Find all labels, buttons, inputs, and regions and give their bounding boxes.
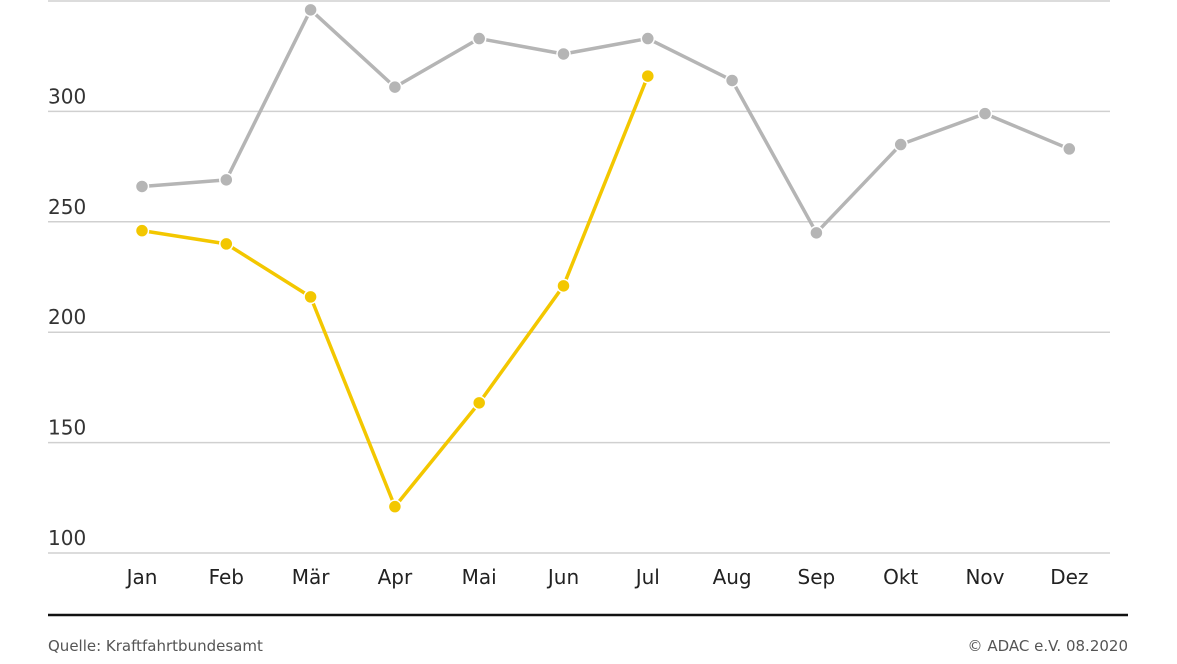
data-point xyxy=(977,106,993,121)
data-point xyxy=(303,2,318,18)
data-point xyxy=(640,68,656,84)
y-tick-label: 150 xyxy=(48,416,86,440)
data-point xyxy=(893,137,908,152)
x-tick-label: Jan xyxy=(125,565,158,589)
data-point xyxy=(640,31,656,46)
x-tick-label: Aug xyxy=(713,565,752,589)
copyright-note: © ADAC e.V. 08.2020 xyxy=(968,637,1128,655)
x-tick-label: Mai xyxy=(462,565,497,589)
data-point xyxy=(809,225,824,241)
data-point xyxy=(387,499,403,514)
y-tick-label: 200 xyxy=(48,305,86,329)
x-tick-label: Okt xyxy=(883,565,918,589)
x-tick-label: Feb xyxy=(209,565,244,589)
y-tick-label: 300 xyxy=(48,84,86,108)
x-tick-label: Nov xyxy=(965,565,1004,589)
data-point xyxy=(1062,141,1077,157)
x-tick-label: Jul xyxy=(634,565,660,589)
data-point xyxy=(471,395,487,411)
data-point xyxy=(471,31,487,46)
data-point xyxy=(387,79,403,95)
x-tick-label: Sep xyxy=(798,565,836,589)
source-note: Quelle: Kraftfahrtbundesamt xyxy=(48,637,263,655)
data-point xyxy=(303,289,318,305)
data-point xyxy=(219,236,234,252)
x-tick-label: Dez xyxy=(1050,565,1088,589)
x-tick-label: Mär xyxy=(292,565,331,589)
y-tick-label: 100 xyxy=(48,526,86,550)
y-tick-label: 250 xyxy=(48,195,86,219)
data-point xyxy=(219,172,234,188)
data-point xyxy=(134,223,150,238)
data-point xyxy=(724,73,740,88)
x-tick-label: Apr xyxy=(378,565,413,589)
data-point xyxy=(134,179,150,194)
data-point xyxy=(556,46,571,62)
series-line xyxy=(141,8,1070,235)
x-tick-label: Jun xyxy=(546,565,579,589)
data-point xyxy=(556,278,571,294)
